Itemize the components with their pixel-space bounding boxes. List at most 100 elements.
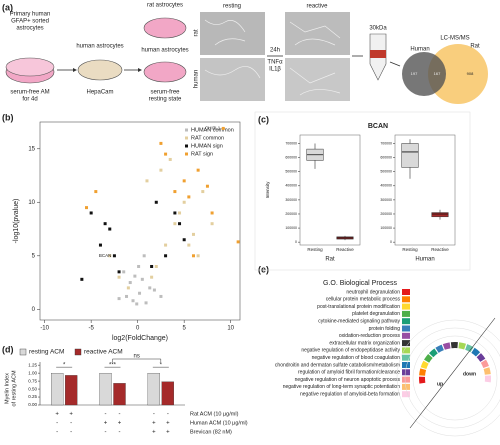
go-swatch — [402, 340, 410, 347]
bar — [51, 372, 64, 406]
point — [182, 179, 186, 183]
legend-swatch — [74, 348, 82, 356]
source-text: astrocytes — [16, 26, 43, 32]
x-tick-label: 0 — [136, 326, 140, 332]
group-sig-label: ns — [133, 354, 139, 360]
venn-human — [402, 52, 446, 96]
go-arc — [435, 344, 444, 353]
legend-label: HUMAN sign — [191, 143, 223, 149]
y-tick-label: 0.00 — [28, 402, 37, 407]
y-tick-label: 1.25 — [28, 362, 37, 367]
column-label: resting — [223, 4, 241, 10]
legend-label: RAT common — [191, 135, 224, 141]
condition-mark: + — [118, 421, 122, 427]
treatment-text: IL1β — [269, 67, 281, 73]
y-tick-label: 200000 — [380, 212, 392, 216]
row-label: human — [194, 70, 200, 88]
method-text: LC-MS/MS — [440, 36, 469, 42]
go-swatch — [402, 383, 410, 390]
go-term: extracellular matrix organization — [329, 340, 400, 346]
point — [145, 179, 149, 183]
go-arc — [429, 348, 438, 358]
y-tick-label: 200000 — [285, 212, 297, 216]
condition-mark: - — [167, 412, 169, 418]
legend-label: resting ACM — [29, 349, 64, 356]
point — [80, 277, 84, 281]
bar — [147, 372, 160, 406]
condition-mark: + — [166, 421, 170, 427]
go-term: negative regulation of neuron apoptotic … — [295, 377, 401, 383]
point — [159, 168, 163, 172]
y-axis-label: of resting ACM — [11, 370, 17, 406]
go-arc — [450, 342, 458, 349]
divider — [409, 317, 496, 429]
go-swatch — [402, 376, 410, 383]
point — [191, 232, 195, 236]
point — [173, 211, 177, 215]
cell-processes — [204, 19, 341, 96]
go-swatch — [402, 332, 410, 339]
treatment-text: TNFα — [267, 60, 283, 66]
point — [150, 264, 154, 268]
y-tick-label: 0 — [32, 307, 36, 313]
ring-label: up — [437, 381, 443, 387]
ring — [412, 335, 498, 421]
point — [159, 141, 163, 145]
y-tick-label: 400000 — [285, 184, 297, 188]
condition-mark: - — [56, 421, 58, 427]
condition-label: Brevican (82 nM) — [190, 429, 232, 435]
y-tick-label: 300000 — [380, 198, 392, 202]
bar — [65, 375, 78, 406]
y-tick-label: 700000 — [380, 141, 392, 145]
point — [133, 274, 137, 278]
sig-label: *** — [109, 363, 117, 369]
y-tick-label: 0.25 — [28, 394, 37, 399]
condition-mark: + — [152, 421, 156, 427]
point — [122, 270, 126, 274]
point — [142, 254, 146, 258]
condition-mark: - — [105, 430, 107, 436]
box — [401, 143, 419, 168]
x-axis-label: log2(FoldChange) — [112, 335, 168, 342]
legend-title: G.O. Biological Process — [323, 280, 397, 287]
y-tick-label: 0.75 — [28, 378, 37, 383]
condition-mark: - — [153, 412, 155, 418]
point — [210, 211, 214, 215]
panel-label: (e) — [258, 264, 269, 274]
legend-swatch — [185, 128, 188, 132]
legend-label: reactive ACM — [84, 349, 123, 356]
go-arc — [483, 367, 491, 375]
panel-label: (d) — [2, 344, 14, 354]
point — [150, 275, 154, 279]
point — [196, 254, 200, 258]
micrograph — [200, 58, 265, 101]
annotation: BCAN — [99, 253, 112, 258]
legend-swatch — [19, 348, 27, 356]
cell-text: human astrocytes — [76, 44, 123, 50]
x-tick-label: Reactive — [431, 247, 449, 252]
go-arc — [465, 344, 474, 353]
point — [125, 294, 129, 298]
step-text: HepaCam — [86, 90, 113, 96]
point — [148, 286, 152, 290]
legend-label: HUMAN common — [191, 127, 234, 133]
go-swatch — [402, 354, 410, 361]
x-tick-label: -10 — [40, 326, 49, 332]
x-tick-label: Reactive — [336, 247, 354, 252]
go-term: negative regulation of amyloid-beta form… — [300, 392, 400, 398]
point — [137, 264, 141, 268]
group-bracket — [112, 358, 162, 362]
go-term: negative regulation of long-term synapti… — [283, 384, 401, 390]
panel-label: (b) — [2, 112, 14, 122]
go-arc — [458, 342, 467, 350]
annotation: CHI3L1 — [205, 126, 221, 131]
point — [164, 243, 168, 247]
dish — [143, 17, 187, 39]
go-term: platelet degranulation — [352, 311, 400, 317]
ring — [396, 319, 500, 437]
point — [117, 270, 121, 274]
condition-label: Human ACM (10 µg/ml) — [190, 420, 248, 426]
point — [131, 299, 135, 303]
point — [187, 195, 191, 199]
